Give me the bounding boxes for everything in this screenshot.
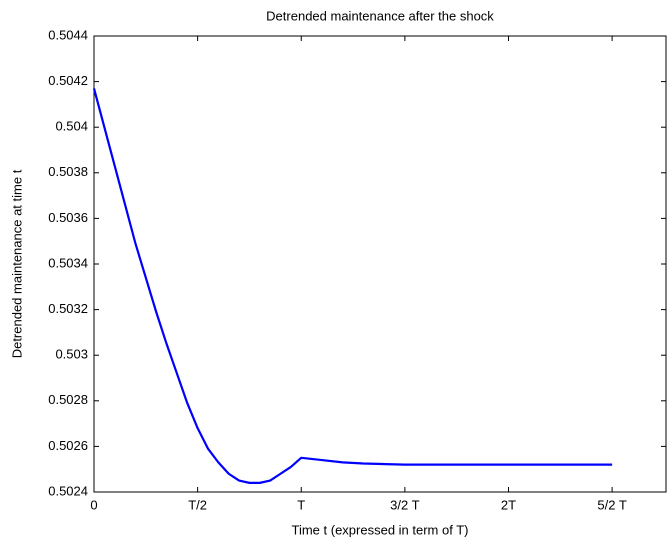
y-tick-label: 0.5042 [48, 73, 88, 88]
y-tick-label: 0.504 [55, 119, 88, 134]
x-tick-label: T/2 [188, 497, 207, 512]
x-axis-label: Time t (expressed in term of T) [292, 522, 469, 537]
x-tick-label: 2T [501, 497, 516, 512]
y-tick-label: 0.5026 [48, 438, 88, 453]
y-tick-label: 0.5044 [48, 27, 88, 42]
x-tick-label: 5/2 T [597, 497, 626, 512]
y-tick-label: 0.5024 [48, 483, 88, 498]
y-tick-label: 0.503 [55, 347, 88, 362]
x-tick-label: 3/2 T [390, 497, 419, 512]
y-tick-label: 0.5028 [48, 392, 88, 407]
y-tick-label: 0.5036 [48, 210, 88, 225]
line-series [92, 88, 613, 484]
plot-area [93, 35, 667, 493]
y-tick-label: 0.5034 [48, 255, 88, 270]
y-tick-label: 0.5038 [48, 164, 88, 179]
x-tick-label: T [297, 497, 305, 512]
y-tick-label: 0.5032 [48, 301, 88, 316]
y-axis-label: Detrended maintenance at time t [9, 169, 24, 358]
chart-title: Detrended maintenance after the shock [266, 8, 494, 23]
x-tick-label: 0 [90, 497, 97, 512]
